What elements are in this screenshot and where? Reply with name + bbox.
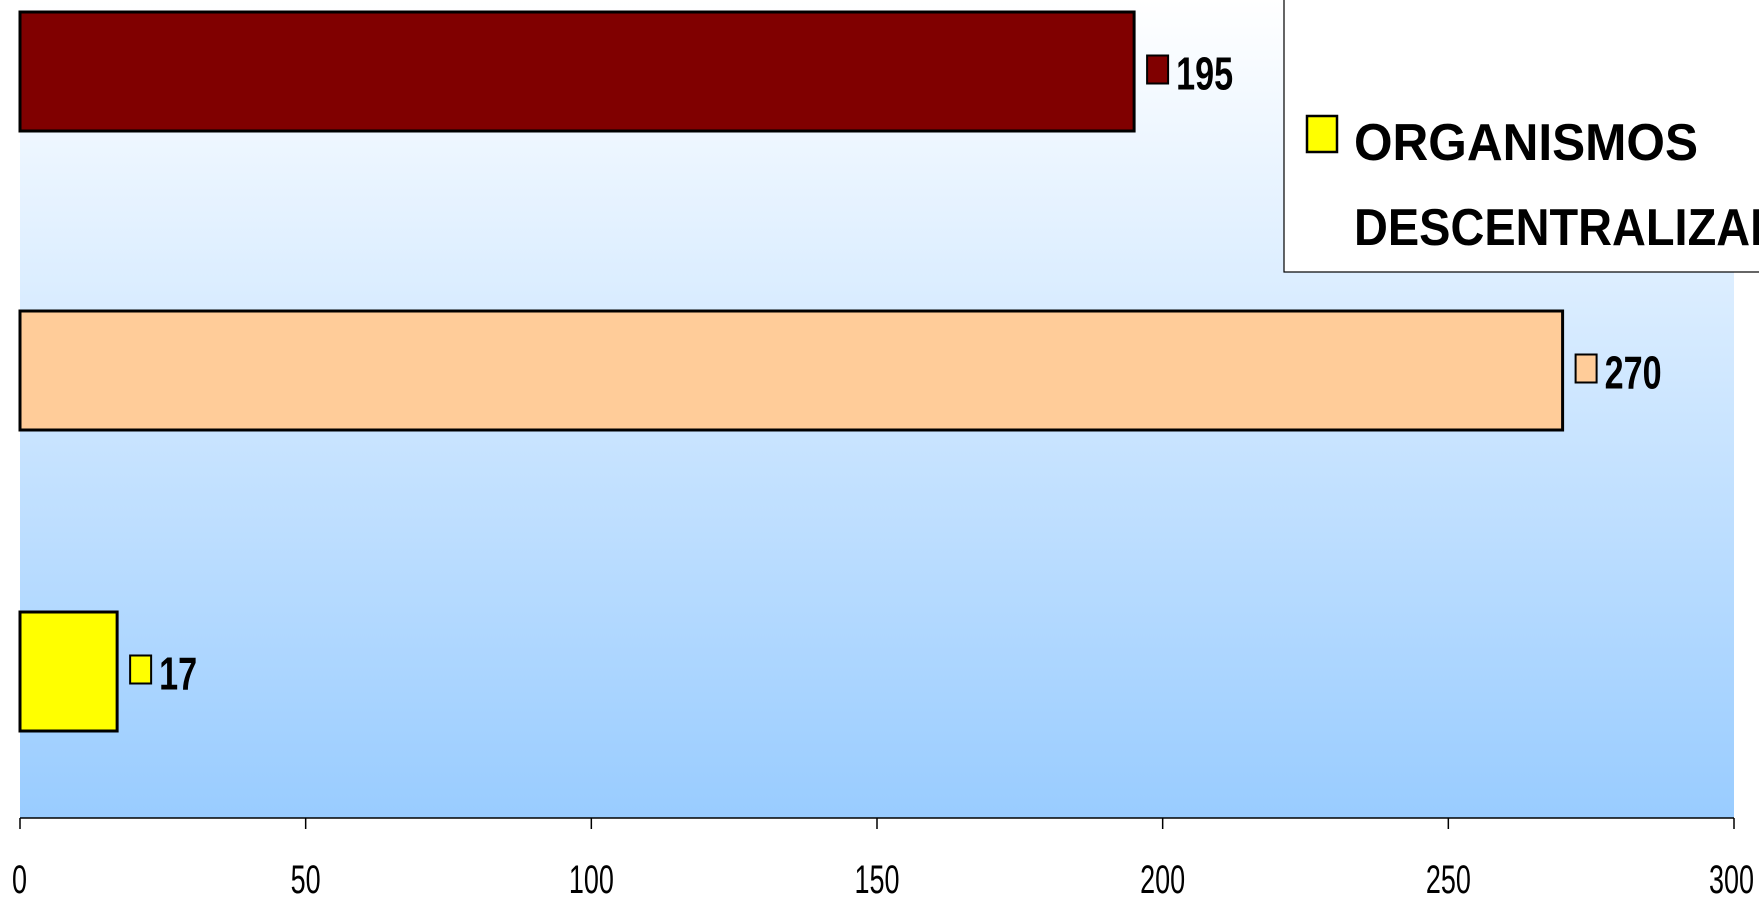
x-tick-label: 200 <box>1140 858 1185 897</box>
bar <box>18 610 119 733</box>
data-label-key-swatch <box>1146 54 1170 85</box>
data-label: 17 <box>159 648 197 700</box>
legend: ORGANISMOS DESCENTRALIZAD <box>1283 0 1759 273</box>
x-tick-label: 150 <box>855 858 900 897</box>
data-label-key-swatch <box>129 654 153 685</box>
data-label-key-swatch <box>1574 353 1598 384</box>
bar <box>18 10 1136 133</box>
data-label: 195 <box>1176 48 1233 100</box>
x-tick-label: 0 <box>12 858 27 897</box>
legend-entry-label: ORGANISMOS DESCENTRALIZAD <box>1354 114 1759 257</box>
x-tick-label: 100 <box>569 858 614 897</box>
x-tick-label: 250 <box>1426 858 1471 897</box>
x-tick-label: 300 <box>1709 858 1754 897</box>
legend-swatch <box>1305 114 1339 154</box>
legend-box <box>1283 0 1759 273</box>
x-tick-label: 50 <box>291 858 321 897</box>
bar <box>18 309 1565 432</box>
data-label: 270 <box>1605 347 1662 399</box>
